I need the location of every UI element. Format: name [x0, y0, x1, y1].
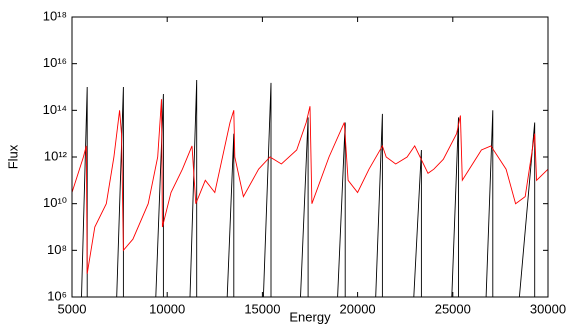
x-tick-label: 5000 — [58, 301, 87, 316]
y-tick-label: 10¹⁸ — [43, 8, 67, 23]
y-tick-label: 10⁸ — [47, 242, 67, 257]
y-tick-label: 10¹² — [44, 148, 68, 163]
x-tick-label: 30000 — [530, 301, 566, 316]
plot-frame — [71, 16, 549, 298]
x-tick-label: 25000 — [435, 301, 471, 316]
x-tick-label: 20000 — [340, 301, 376, 316]
y-tick-label: 10¹⁶ — [43, 55, 67, 70]
y-tick-label: 10¹⁰ — [43, 195, 67, 210]
y-tick-label: 10¹⁴ — [43, 102, 67, 117]
y-axis-label: Flux — [5, 144, 20, 169]
x-axis-label: Energy — [289, 309, 331, 324]
data-line — [71, 99, 549, 274]
y-tick-label: 10⁶ — [47, 288, 67, 303]
x-tick-label: 10000 — [149, 301, 185, 316]
x-tick-label: 15000 — [244, 301, 280, 316]
data-line — [81, 79, 536, 298]
